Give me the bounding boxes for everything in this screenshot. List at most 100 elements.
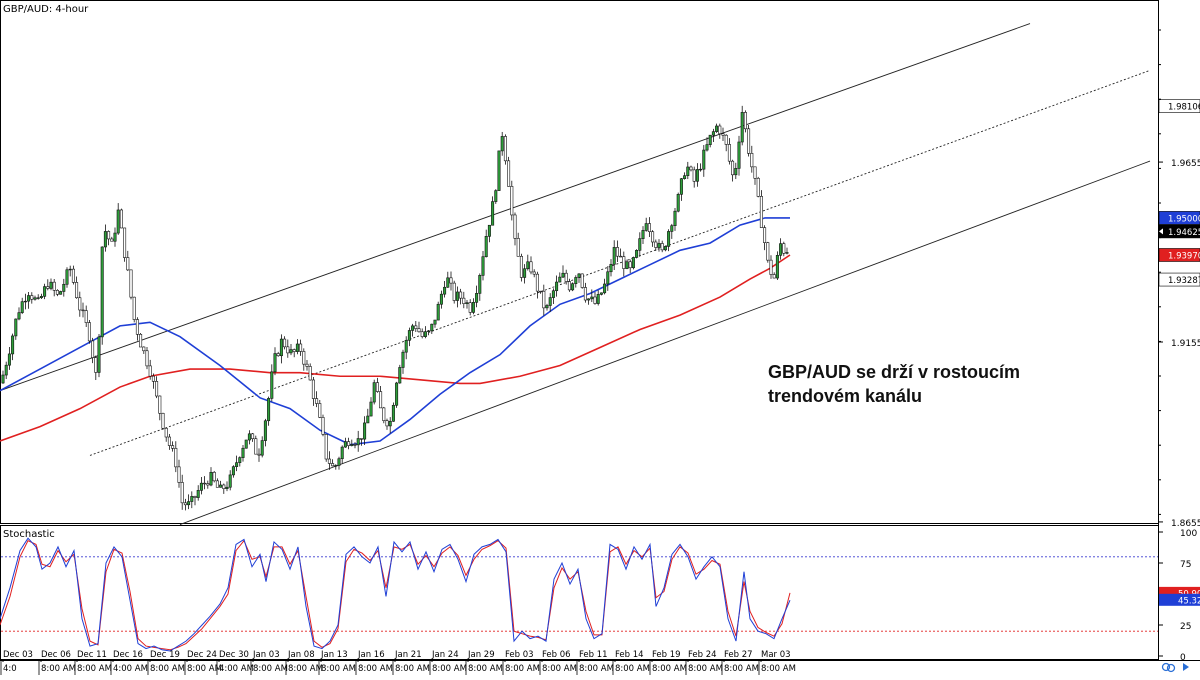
time-label: 8:00 AM — [432, 664, 467, 674]
stochastic-lines — [0, 537, 791, 652]
candle-body — [372, 382, 376, 403]
candle-body — [724, 134, 728, 145]
candle-body — [241, 447, 245, 458]
candle-body — [519, 256, 523, 278]
candle-body — [407, 330, 411, 341]
candle-body — [689, 166, 693, 171]
candle-body — [337, 458, 341, 466]
candle-body — [238, 457, 242, 463]
candle-body — [270, 371, 274, 399]
candle-body — [52, 281, 56, 291]
time-label: 4:00 AM — [219, 664, 254, 674]
candle-body — [331, 463, 335, 467]
time-label: 8:00 AM — [321, 664, 356, 674]
candle-body — [139, 334, 143, 348]
candle-body — [254, 438, 258, 455]
candle-body — [603, 283, 607, 294]
candle-body — [574, 277, 578, 284]
stochastic-series-line — [0, 537, 791, 652]
candle-body — [740, 112, 744, 143]
candle-body — [612, 247, 616, 265]
price-tick-label: 1.96552 — [1171, 159, 1200, 169]
time-label: 8:00 AM — [77, 664, 112, 674]
date-label: Jan 03 — [252, 650, 280, 660]
candle-body — [478, 275, 482, 294]
time-label: 8:00 AM — [579, 664, 614, 674]
candle-body — [119, 209, 123, 229]
candle-body — [558, 276, 562, 283]
candle-body — [587, 298, 591, 301]
candle-body — [411, 325, 415, 331]
candle-body — [465, 302, 469, 304]
candle-body — [654, 241, 658, 248]
candle-body — [359, 438, 363, 440]
time-label: 8:00 AM — [253, 664, 288, 674]
date-label: Feb 19 — [652, 650, 681, 660]
candle-body — [535, 273, 539, 292]
candle-body — [459, 291, 463, 299]
candle-body — [391, 404, 395, 422]
candle-body — [747, 128, 751, 154]
candle-body — [129, 269, 133, 298]
chart-link-icon[interactable] — [1161, 662, 1176, 673]
candle-body — [225, 486, 229, 490]
candle-body — [705, 144, 709, 151]
candle-body — [695, 169, 699, 182]
date-label: Jan 08 — [287, 650, 315, 660]
candle-body — [347, 441, 351, 446]
candle-body — [503, 136, 507, 162]
time-label: 4:00 AM — [113, 664, 148, 674]
candle-body — [30, 295, 34, 300]
candle-body — [116, 209, 120, 234]
candle-body — [414, 325, 418, 329]
candle-body — [340, 446, 344, 460]
candle-body — [743, 112, 747, 130]
candle-body — [91, 340, 95, 358]
candle-body — [686, 166, 690, 176]
candle-body — [683, 175, 687, 179]
price-tick-label: 1.91552 — [1171, 339, 1200, 349]
candle-body — [39, 296, 43, 299]
candle-body — [711, 131, 715, 136]
candle-body — [625, 261, 629, 269]
time-label: 8:00 AM — [395, 664, 430, 674]
candle-body — [622, 256, 626, 269]
candle-body — [203, 482, 207, 485]
time-label: 8:00 AM — [468, 664, 503, 674]
date-label: Feb 24 — [688, 650, 717, 660]
candle-body — [516, 238, 520, 257]
candle-body — [33, 297, 37, 300]
date-label: Dec 19 — [150, 650, 180, 660]
scroll-end-icon[interactable] — [1183, 663, 1189, 671]
date-label: Feb 27 — [724, 650, 753, 660]
candle-body — [324, 434, 328, 460]
candle-body — [366, 415, 370, 424]
ma-red-line — [0, 254, 791, 442]
date-label: Dec 24 — [187, 650, 217, 660]
candle-body — [692, 169, 696, 182]
candle-body — [23, 300, 27, 303]
date-label: Jan 16 — [357, 650, 385, 660]
candle-body — [174, 448, 178, 468]
candle-body — [375, 382, 379, 392]
candle-body — [667, 231, 671, 247]
candle-body — [395, 382, 399, 406]
candle-body — [657, 243, 661, 248]
time-label: 8:00 AM — [615, 664, 650, 674]
candle-body — [779, 243, 783, 256]
time-label: 8:00 AM — [150, 664, 185, 674]
candle-body — [727, 144, 731, 162]
time-label: 8:00 AM — [358, 664, 393, 674]
candle-body — [27, 295, 31, 302]
candle-body — [430, 323, 434, 332]
date-label: Dec 11 — [77, 650, 107, 660]
date-label: Feb 06 — [542, 650, 571, 660]
candle-body — [161, 412, 165, 429]
date-label: Jan 29 — [467, 650, 495, 660]
annotation-line-1: GBP/AUD se drží v rostoucím — [768, 362, 1021, 382]
candle-body — [46, 286, 50, 289]
candle-body — [782, 243, 786, 254]
candle-body — [251, 433, 255, 440]
price-label-text: 1.98106 — [1168, 103, 1200, 113]
candle-body — [439, 293, 443, 305]
